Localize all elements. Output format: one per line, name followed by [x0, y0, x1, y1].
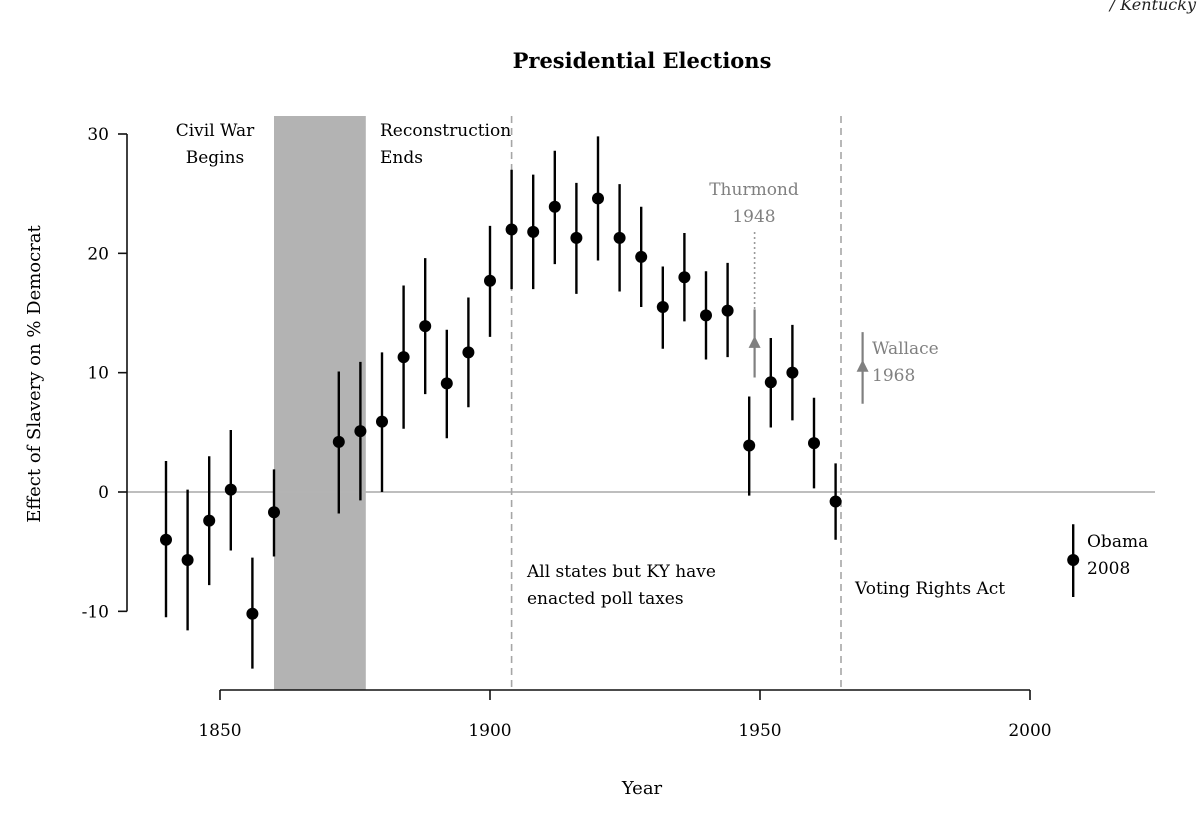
data-point: [808, 437, 820, 450]
poll-taxes-label-line1: All states but KY have: [526, 562, 716, 582]
y-tick-label: -10: [82, 602, 109, 622]
data-point: [484, 274, 496, 287]
data-point: [505, 223, 518, 236]
y-tick-label: 30: [87, 125, 109, 145]
wallace-arrow-marker: [856, 359, 869, 372]
data-point: [397, 351, 410, 364]
wallace-label: Wallace: [872, 339, 939, 359]
data-point: [419, 320, 432, 333]
wallace-year-label: 1968: [872, 366, 915, 386]
plot-background: [127, 116, 1155, 690]
data-point: [440, 377, 453, 390]
x-tick-label: 1850: [198, 721, 241, 741]
data-point: [786, 366, 799, 379]
x-axis-title: Year: [621, 778, 663, 799]
civil-war-label-line2: Begins: [186, 148, 245, 168]
obama-label-line1: Obama: [1087, 532, 1148, 552]
reconstruction-label-line1: Reconstruction: [380, 121, 511, 141]
data-point: [246, 607, 259, 620]
axes: 30 20 10 0 -10 1850 1900 1950 2000: [82, 125, 1052, 741]
data-point: [764, 376, 777, 389]
data-point: [613, 231, 626, 244]
data-point: [160, 533, 172, 546]
data-point: [332, 435, 345, 448]
data-point: [592, 192, 604, 205]
data-point: [1067, 554, 1080, 567]
header-fragment: / Kentucky: [1108, 0, 1197, 14]
data-point: [700, 309, 712, 322]
voting-rights-label: Voting Rights Act: [854, 579, 1005, 599]
data-point: [462, 346, 475, 359]
x-tick-label: 1900: [468, 721, 511, 741]
data-point: [181, 554, 194, 567]
data-point: [527, 225, 540, 238]
data-point: [224, 483, 237, 496]
data-point: [548, 200, 561, 213]
data-point: [656, 301, 669, 314]
x-tick-label: 2000: [1008, 721, 1051, 741]
data-point: [721, 304, 734, 317]
data-point: [354, 425, 367, 438]
x-tick-label: 1950: [738, 721, 781, 741]
data-point: [203, 514, 216, 527]
chart-title: Presidential Elections: [513, 48, 772, 73]
civil-war-reconstruction-shade: [274, 116, 366, 690]
data-point: [570, 231, 583, 244]
y-tick-label: 20: [87, 244, 109, 264]
data-point: [829, 495, 842, 508]
obama-label-line2: 2008: [1087, 559, 1130, 579]
civil-war-label-line1: Civil War: [176, 121, 255, 141]
y-axis-title: Effect of Slavery on % Democrat: [24, 224, 45, 522]
data-marks: [160, 136, 1080, 669]
thurmond-label: Thurmond: [709, 180, 799, 200]
data-point: [635, 250, 648, 263]
poll-taxes-label-line2: enacted poll taxes: [527, 589, 684, 609]
data-point: [376, 415, 388, 428]
y-tick-label: 10: [87, 364, 109, 384]
data-point: [678, 271, 691, 284]
y-tick-label: 0: [98, 483, 109, 503]
data-point: [743, 439, 756, 452]
data-point: [268, 506, 280, 519]
reconstruction-label-line2: Ends: [380, 148, 423, 168]
thurmond-arrow-marker: [748, 335, 761, 348]
thurmond-year-label: 1948: [732, 207, 775, 227]
